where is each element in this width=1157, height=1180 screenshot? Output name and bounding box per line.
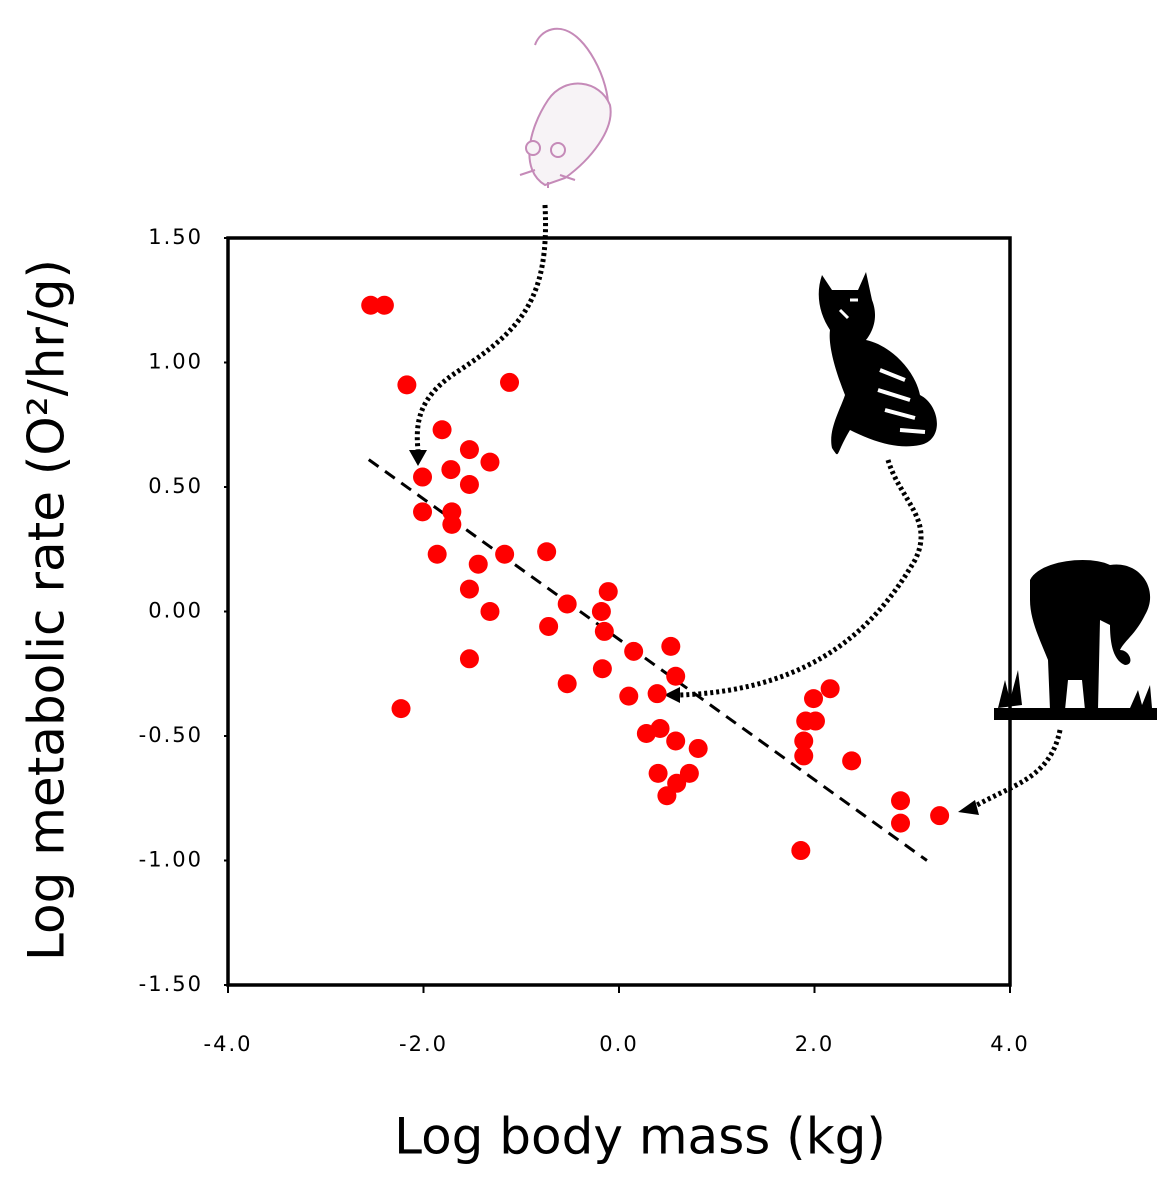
trend-line — [367, 458, 928, 862]
data-point — [495, 544, 515, 564]
x-tick-label: 2.0 — [795, 1032, 834, 1056]
y-tick-label: 0.00 — [148, 599, 203, 623]
x-tick-label: -4.0 — [204, 1032, 253, 1056]
x-tick-label: -2.0 — [399, 1032, 448, 1056]
data-point — [459, 440, 479, 460]
data-point — [459, 475, 479, 495]
data-point — [679, 763, 699, 783]
data-point — [805, 711, 825, 731]
data-point — [891, 813, 911, 833]
data-point — [459, 649, 479, 669]
elephant-illustration — [994, 560, 1157, 720]
data-point — [361, 295, 381, 315]
data-point — [930, 806, 950, 826]
data-point — [657, 786, 677, 806]
data-point — [391, 699, 411, 719]
y-tick-label: -1.00 — [139, 848, 203, 872]
x-axis-label: Log body mass (kg) — [394, 1108, 886, 1166]
data-point — [594, 621, 614, 641]
data-point — [459, 579, 479, 599]
data-point — [468, 554, 488, 574]
data-point — [374, 295, 394, 315]
y-tick-label: 1.00 — [148, 350, 203, 374]
data-point — [661, 636, 681, 656]
data-point — [666, 731, 686, 751]
data-point — [537, 542, 557, 562]
data-point — [804, 689, 824, 709]
data-point — [592, 659, 612, 679]
plot-frame — [226, 236, 1012, 987]
data-point — [891, 791, 911, 811]
mouse-illustration — [519, 27, 612, 188]
pointer-arrow — [414, 204, 1063, 811]
data-point — [413, 467, 433, 487]
data-point — [557, 594, 577, 614]
data-point — [647, 684, 667, 704]
data-point — [648, 763, 668, 783]
y-tick-label: -1.50 — [139, 972, 203, 996]
y-tick-label: -0.50 — [139, 723, 203, 747]
data-point — [598, 582, 618, 602]
data-point — [624, 641, 644, 661]
data-point — [427, 544, 447, 564]
arrow-head — [409, 450, 979, 815]
data-point — [820, 679, 840, 699]
data-point — [794, 731, 814, 751]
data-point — [441, 460, 461, 480]
y-tick-label: 0.50 — [148, 474, 203, 498]
data-point — [688, 738, 708, 758]
data-point — [842, 751, 862, 771]
x-tick-label: 4.0 — [990, 1032, 1029, 1056]
data-point — [397, 375, 417, 395]
data-point — [666, 666, 686, 686]
data-point — [636, 724, 656, 744]
data-point — [791, 841, 811, 861]
data-point — [500, 372, 520, 392]
data-point — [442, 514, 462, 534]
data-point — [413, 502, 433, 522]
data-point — [619, 686, 639, 706]
data-point — [539, 616, 559, 636]
data-point — [480, 452, 500, 472]
cat-illustration — [818, 272, 937, 455]
y-tick-label: 1.50 — [148, 225, 203, 249]
data-point — [480, 602, 500, 621]
y-axis-label: Log metabolic rate (O²/hr/g) — [18, 259, 76, 961]
data-point — [794, 746, 814, 766]
data-point — [557, 674, 577, 694]
data-point — [432, 420, 452, 440]
x-tick-label: 0.0 — [599, 1032, 638, 1056]
data-point — [591, 602, 611, 621]
